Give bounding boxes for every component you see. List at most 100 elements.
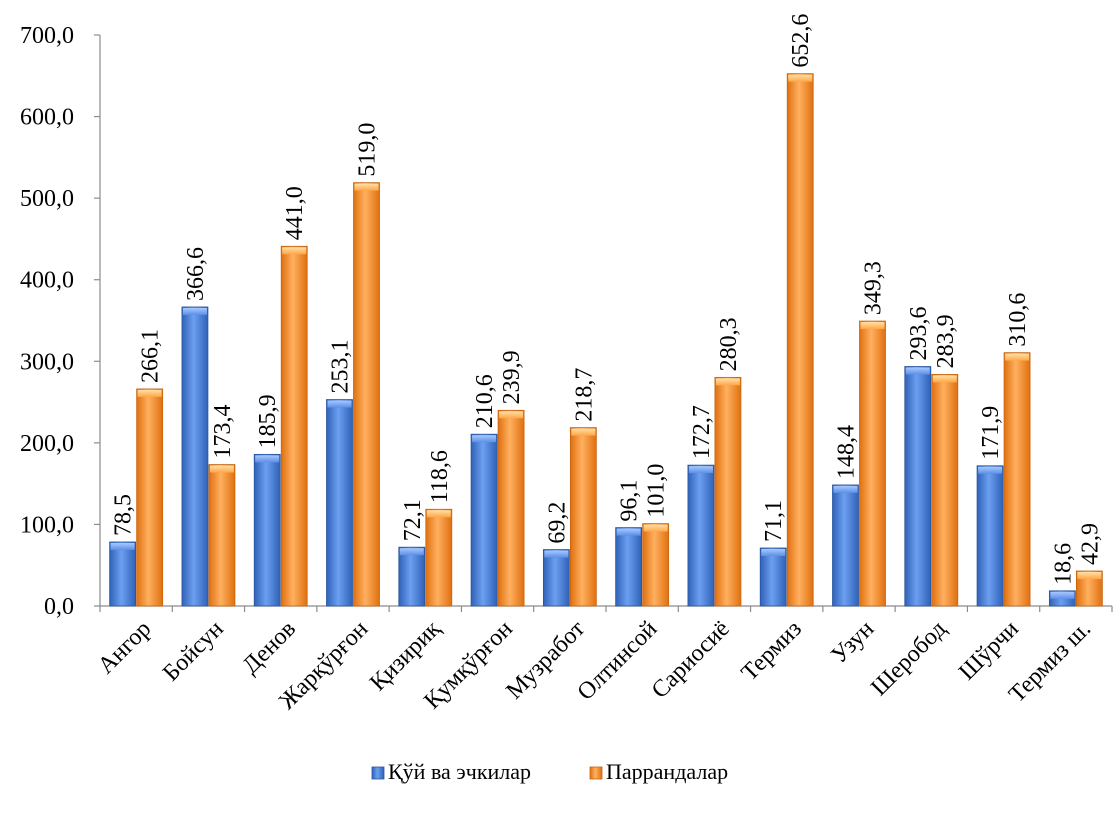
bar-cap <box>255 455 280 463</box>
label-poultry-3: 519,0 <box>355 123 381 177</box>
x-category-label: Термиз <box>737 616 807 686</box>
label-poultry-9: 652,6 <box>788 14 814 68</box>
bar-poultry-10 <box>859 320 886 607</box>
bar-cap <box>788 74 813 82</box>
x-category-label: Бойсун <box>158 616 229 687</box>
label-poultry-5: 239,9 <box>499 350 525 404</box>
bar-poultry-1 <box>208 464 236 607</box>
bar-poultry-5 <box>497 409 525 607</box>
label-sheep-goats-9: 71,1 <box>761 500 787 542</box>
label-sheep-goats-1: 366,6 <box>183 247 209 301</box>
bar-cap <box>399 548 424 556</box>
bar-sheep-goats-7 <box>615 527 643 607</box>
x-category-label: Шўрчи <box>954 616 1024 686</box>
bar-sheep-goats-5 <box>470 433 498 607</box>
label-sheep-goats-11: 293,6 <box>906 307 932 361</box>
bar-cap <box>1050 591 1075 599</box>
bar-cap <box>860 322 885 330</box>
legend-label-0: Қўй ва эчкилар <box>388 759 531 784</box>
bar-cap <box>110 542 135 550</box>
y-tick-label: 100,0 <box>20 512 74 538</box>
label-poultry-10: 349,3 <box>861 261 887 315</box>
bar-sheep-goats-10 <box>832 484 859 607</box>
bar-cap <box>209 465 234 473</box>
label-poultry-13: 42,9 <box>1077 523 1103 565</box>
bar-cap <box>472 435 497 443</box>
x-category-label: Узун <box>826 616 879 669</box>
label-sheep-goats-13: 18,6 <box>1050 543 1076 585</box>
legend-swatch-1 <box>589 766 603 780</box>
legend-swatch-0 <box>371 766 385 780</box>
bar-poultry-4 <box>425 508 453 607</box>
label-sheep-goats-4: 72,1 <box>400 499 426 541</box>
label-sheep-goats-5: 210,6 <box>472 374 498 428</box>
y-tick-label: 500,0 <box>20 186 74 212</box>
bar-poultry-11 <box>931 374 959 607</box>
label-poultry-1: 173,4 <box>210 405 236 459</box>
y-tick-label: 700,0 <box>20 23 74 49</box>
y-tick-label: 0,0 <box>44 594 74 620</box>
label-sheep-goats-2: 185,9 <box>255 394 281 448</box>
y-tick-label: 300,0 <box>20 349 74 375</box>
x-category-label: Сариосиё <box>647 616 735 704</box>
y-tick-label: 200,0 <box>20 431 74 457</box>
bar-cap <box>715 378 740 386</box>
bar-cap <box>978 466 1003 474</box>
bar-poultry-6 <box>569 427 597 607</box>
data-labels: 78,5 266,1 366,6 173,4 185,9 441,0 253,1 519,0 7… <box>111 14 1104 585</box>
legend-label-1: Паррандалар <box>606 759 728 784</box>
label-poultry-8: 280,3 <box>716 317 742 371</box>
bar-poultry-7 <box>642 523 670 607</box>
label-sheep-goats-8: 172,7 <box>689 405 715 459</box>
bar-sheep-goats-2 <box>253 453 281 607</box>
label-poultry-7: 101,0 <box>644 464 670 518</box>
label-poultry-0: 266,1 <box>138 329 164 383</box>
bar-poultry-0 <box>136 388 164 607</box>
label-sheep-goats-10: 148,4 <box>834 425 860 479</box>
bar-cap <box>499 411 524 419</box>
bar-poultry-9 <box>786 73 814 607</box>
label-sheep-goats-7: 96,1 <box>617 480 643 522</box>
bar-sheep-goats-6 <box>542 549 570 607</box>
label-sheep-goats-0: 78,5 <box>111 494 137 536</box>
bar-cap <box>182 307 207 315</box>
label-poultry-12: 310,6 <box>1005 293 1031 347</box>
label-poultry-11: 283,9 <box>933 314 959 368</box>
bar-cap <box>571 428 596 436</box>
bar-sheep-goats-9 <box>759 547 787 607</box>
bar-poultry-8 <box>714 376 742 607</box>
label-sheep-goats-12: 171,9 <box>978 406 1004 460</box>
bar-cap <box>282 247 307 255</box>
y-tick-label: 400,0 <box>20 268 74 294</box>
x-category-label: Олтинсой <box>573 616 663 706</box>
x-category-label: Ангор <box>93 616 156 679</box>
y-tick-label: 600,0 <box>20 105 74 131</box>
bar-cap <box>932 375 957 383</box>
bar-cap <box>905 367 930 375</box>
label-poultry-2: 441,0 <box>282 186 308 240</box>
x-category-label: Денов <box>238 616 301 679</box>
bar-cap <box>544 550 569 558</box>
bar-poultry-2 <box>280 245 308 607</box>
bar-sheep-goats-8 <box>687 464 715 607</box>
bar-sheep-goats-11 <box>904 366 932 607</box>
bar-cap <box>833 485 858 493</box>
bar-sheep-goats-1 <box>181 306 209 607</box>
bar-cap <box>1005 353 1030 361</box>
bar-cap <box>426 510 451 518</box>
label-sheep-goats-3: 253,1 <box>328 340 354 394</box>
bar-poultry-3 <box>353 182 380 607</box>
label-poultry-6: 218,7 <box>571 368 597 422</box>
legend: Қўй ва эчкилар Паррандалар <box>371 759 728 784</box>
label-sheep-goats-6: 69,2 <box>544 502 570 544</box>
bar-sheep-goats-12 <box>976 465 1004 607</box>
bar-sheep-goats-3 <box>326 399 353 607</box>
bar-cap <box>1077 572 1102 580</box>
bar-cap <box>688 466 713 474</box>
label-poultry-4: 118,6 <box>427 450 453 503</box>
bar-sheep-goats-4 <box>398 546 426 607</box>
bar-sheep-goats-0 <box>109 541 137 607</box>
bar-cap <box>354 183 379 191</box>
